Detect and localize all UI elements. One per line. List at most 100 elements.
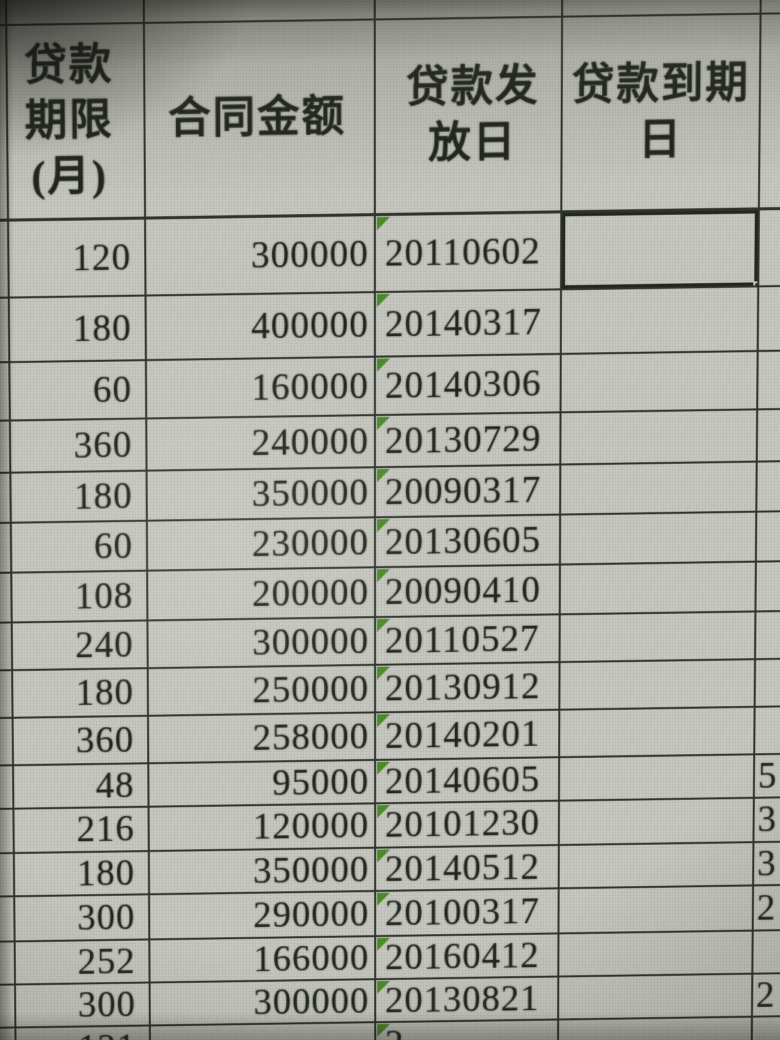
cell-due-date[interactable] [559, 886, 755, 933]
cell-left-sliver[interactable] [0, 298, 11, 362]
cell-left-sliver[interactable] [0, 809, 15, 853]
cell-amount[interactable]: 250000 [148, 665, 377, 715]
cell-next-column-sliver[interactable]: 3 [754, 843, 780, 885]
cell-issue-date[interactable]: 20110527 [376, 615, 561, 664]
cell-term[interactable]: 216 [14, 807, 150, 853]
cell-next-column-sliver[interactable] [759, 287, 780, 350]
cell-amount[interactable]: 230000 [147, 518, 377, 570]
cell-amount[interactable]: 350000 [147, 468, 376, 520]
cell-amount[interactable] [144, 0, 376, 22]
cell-issue-date[interactable]: 20100317 [376, 889, 560, 936]
cell-issue-date[interactable]: 20090410 [376, 565, 561, 617]
cell-term[interactable]: 120 [9, 219, 147, 297]
cell-issue-date[interactable]: 20090317 [375, 465, 562, 517]
cell-due-date[interactable] [560, 660, 757, 709]
cell-due-date[interactable] [560, 755, 756, 800]
cell-issue-date[interactable]: 20140605 [376, 758, 561, 803]
cell-issue-date[interactable]: 20130605 [375, 515, 562, 567]
cell-next-column-sliver[interactable] [756, 660, 780, 706]
cell-due-date[interactable] [560, 612, 757, 662]
cell-next-column-sliver[interactable] [755, 707, 780, 753]
cell-term[interactable]: 180 [11, 471, 148, 522]
cell-term[interactable]: 121 [16, 1026, 152, 1040]
cell-issue-date[interactable]: 20101230 [376, 801, 560, 847]
cell-next-column-sliver[interactable] [759, 210, 780, 286]
cell-next-column-sliver[interactable]: 2 [754, 886, 780, 930]
cell-due-date[interactable] [561, 462, 758, 514]
cell-term[interactable]: 360 [10, 419, 148, 472]
cell-due-date[interactable] [562, 210, 760, 289]
cell-issue-date[interactable]: 20140201 [376, 710, 561, 759]
cell-amount[interactable] [150, 1023, 377, 1040]
cell-left-sliver[interactable] [0, 363, 11, 420]
cell-next-column-sliver[interactable]: 2 [753, 974, 780, 1016]
cell-issue-date[interactable]: 20140317 [375, 290, 563, 356]
cell-term[interactable]: 240 [12, 621, 149, 670]
cell-left-sliver[interactable] [0, 985, 17, 1027]
cell-amount[interactable]: 300000 [148, 618, 377, 668]
cell-issue-date[interactable]: 20130821 [376, 977, 560, 1022]
cell-amount[interactable]: 95000 [149, 760, 377, 806]
cell-due-date[interactable] [560, 512, 758, 564]
cell-next-column-sliver[interactable]: 3 [754, 798, 780, 841]
cell-due-date[interactable] [559, 843, 755, 888]
cell-term[interactable]: 300 [16, 983, 151, 1027]
cell-next-column-sliver[interactable]: 5 [755, 755, 780, 797]
cell-issue-date[interactable]: 20130912 [376, 663, 561, 712]
cell-term[interactable]: 252 [15, 940, 151, 984]
cell-term[interactable]: 60 [11, 521, 149, 572]
cell-next-column-sliver[interactable] [753, 931, 780, 973]
cell-issue-date[interactable]: 20110602 [375, 213, 563, 292]
cell-amount[interactable]: 240000 [147, 416, 376, 470]
header-cell-amount[interactable]: 合同金额 [144, 20, 376, 217]
cell-term[interactable]: 108 [12, 571, 149, 622]
cell-amount[interactable]: 166000 [150, 937, 377, 982]
cell-due-date[interactable] [559, 974, 754, 1019]
cell-issue-date[interactable]: 20130729 [375, 413, 562, 467]
cell-amount[interactable]: 300000 [146, 216, 376, 295]
cell-next-column-sliver[interactable] [758, 410, 780, 461]
cell-next-column-sliver[interactable] [757, 512, 780, 561]
cell-next-column-sliver[interactable] [756, 562, 780, 610]
cell-term[interactable]: 60 [10, 361, 148, 420]
cell-left-sliver[interactable] [0, 523, 13, 572]
cell-left-sliver[interactable] [0, 766, 15, 808]
cell-issue-date[interactable]: 20140512 [376, 845, 560, 890]
cell-amount[interactable]: 350000 [149, 848, 377, 894]
header-cell-issue-date[interactable]: 贷款发放日 [375, 17, 564, 214]
cell-term[interactable]: 300 [15, 895, 151, 941]
cell-issue-date[interactable]: 20160412 [376, 934, 560, 979]
cell-term[interactable]: 48 [14, 764, 150, 808]
cell-issue-date[interactable]: 2 [376, 1020, 560, 1040]
cell-due-date[interactable] [561, 287, 760, 353]
cell-next-column-sliver[interactable] [753, 1017, 780, 1040]
cell-amount[interactable]: 400000 [146, 293, 376, 360]
cell-left-sliver[interactable] [0, 897, 16, 941]
cell-term[interactable]: 180 [9, 296, 147, 362]
cell-left-sliver[interactable] [0, 671, 14, 718]
cell-term[interactable]: 360 [13, 716, 150, 765]
cell-due-date[interactable] [558, 1017, 753, 1040]
cell-left-sliver[interactable] [0, 623, 14, 670]
cell-term[interactable]: 180 [13, 669, 149, 717]
cell-amount[interactable]: 300000 [150, 980, 377, 1025]
cell-term[interactable] [6, 0, 145, 24]
cell-next-column-sliver[interactable] [756, 612, 780, 658]
cell-due-date[interactable] [560, 707, 756, 757]
cell-next-column-sliver[interactable] [757, 462, 780, 511]
cell-amount[interactable]: 200000 [148, 568, 377, 620]
cell-left-sliver[interactable] [0, 573, 13, 622]
cell-left-sliver[interactable] [0, 1028, 17, 1040]
cell-next-column-sliver[interactable] [762, 0, 780, 13]
cell-amount[interactable]: 258000 [148, 713, 377, 763]
cell-amount[interactable]: 160000 [146, 357, 376, 418]
cell-due-date[interactable] [561, 351, 759, 412]
cell-issue-date[interactable] [375, 0, 564, 19]
header-cell-due-date[interactable]: 贷款到期日 [562, 14, 762, 211]
cell-issue-date[interactable]: 20140306 [375, 354, 562, 415]
header-next-column-sliver[interactable] [760, 14, 780, 207]
cell-left-sliver[interactable] [0, 718, 14, 765]
cell-left-sliver[interactable] [0, 473, 12, 522]
cell-amount[interactable]: 120000 [149, 804, 377, 851]
cell-amount[interactable]: 290000 [150, 891, 377, 939]
